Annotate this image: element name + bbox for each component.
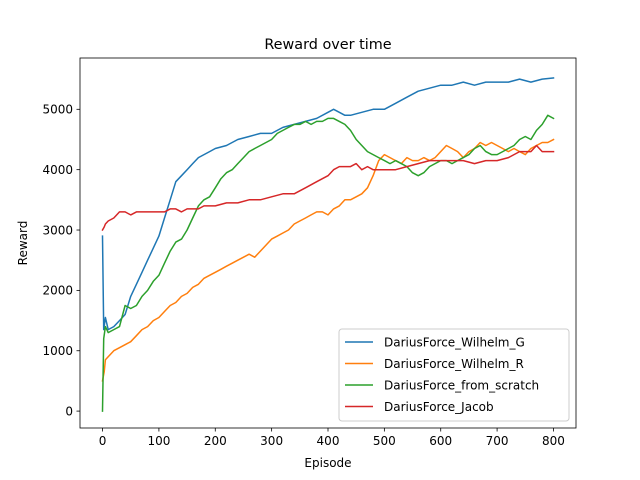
y-tick-label: 2000 bbox=[42, 284, 73, 298]
chart-title: Reward over time bbox=[264, 37, 391, 53]
x-tick-label: 600 bbox=[429, 434, 452, 448]
y-axis: 0 1000 2000 3000 4000 5000 bbox=[42, 103, 80, 418]
legend-label-0: DariusForce_Wilhelm_G bbox=[384, 335, 525, 349]
x-tick-label: 400 bbox=[317, 434, 340, 448]
legend-box bbox=[338, 328, 570, 422]
x-tick-label: 0 bbox=[99, 434, 107, 448]
y-tick-label: 4000 bbox=[42, 163, 73, 177]
x-axis-label: Episode bbox=[304, 456, 351, 470]
y-tick-label: 5000 bbox=[42, 103, 73, 117]
series-line-1 bbox=[101, 138, 555, 382]
x-tick-label: 200 bbox=[204, 434, 227, 448]
series-layer bbox=[101, 77, 555, 412]
x-axis: 0 100 200 300 400 500 600 700 800 bbox=[99, 428, 565, 448]
x-tick-label: 700 bbox=[486, 434, 509, 448]
legend-label-1: DariusForce_Wilhelm_R bbox=[384, 357, 524, 371]
x-tick-label: 500 bbox=[373, 434, 396, 448]
legend: DariusForce_Wilhelm_G DariusForce_Wilhelm… bbox=[338, 328, 570, 422]
y-tick-label: 3000 bbox=[42, 223, 73, 237]
y-tick-label: 0 bbox=[65, 404, 73, 418]
legend-label-3: DariusForce_Jacob bbox=[384, 400, 494, 414]
series-line-0 bbox=[101, 77, 555, 331]
x-tick-label: 800 bbox=[542, 434, 565, 448]
x-tick-label: 100 bbox=[147, 434, 170, 448]
series-line-2 bbox=[101, 114, 555, 412]
legend-label-2: DariusForce_from_scratch bbox=[384, 378, 539, 392]
x-tick-label: 300 bbox=[260, 434, 283, 448]
y-tick-label: 1000 bbox=[42, 344, 73, 358]
y-axis-label: Reward bbox=[16, 221, 30, 266]
series-line-3 bbox=[101, 144, 555, 232]
